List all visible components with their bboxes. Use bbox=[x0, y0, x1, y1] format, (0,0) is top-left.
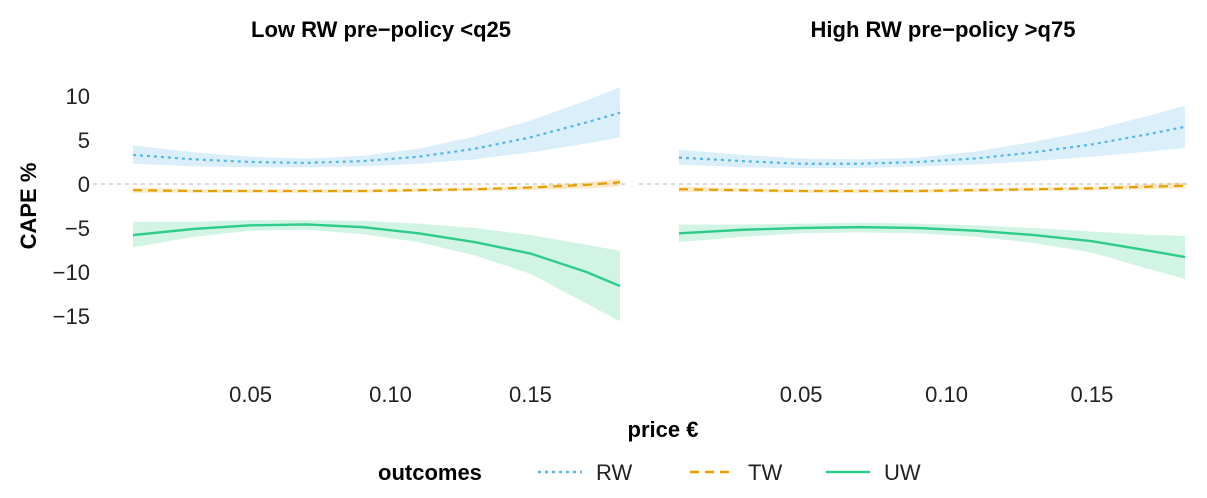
confidence-band-uw bbox=[679, 222, 1185, 280]
x-tick-label: 0.10 bbox=[369, 382, 412, 407]
confidence-band-uw bbox=[133, 220, 620, 322]
legend-label: TW bbox=[748, 460, 782, 485]
y-tick-label: 10 bbox=[66, 84, 90, 109]
panel-title: Low RW pre−policy <q25 bbox=[251, 17, 511, 42]
confidence-band-rw bbox=[679, 105, 1185, 169]
x-tick-label: 0.05 bbox=[229, 382, 272, 407]
x-axis-title: price € bbox=[628, 417, 699, 442]
legend-label: UW bbox=[884, 460, 921, 485]
series-line-rw bbox=[678, 125, 1186, 165]
legend-label: RW bbox=[596, 460, 632, 485]
y-tick-label: −15 bbox=[53, 304, 90, 329]
panel-2: High RW pre−policy >q75 0.05 0.10 0.15 bbox=[639, 17, 1190, 407]
y-tick-label: −10 bbox=[53, 260, 90, 285]
y-axis-title: CAPE % bbox=[16, 163, 41, 250]
legend-title: outcomes bbox=[378, 460, 482, 485]
x-tick-label: 0.10 bbox=[925, 382, 968, 407]
legend-item-uw: UW bbox=[826, 460, 921, 485]
y-tick-label: 5 bbox=[78, 128, 90, 153]
series-line-uw bbox=[132, 223, 621, 288]
legend: outcomes RW TW UW bbox=[378, 460, 921, 485]
series-line-tw bbox=[132, 181, 621, 193]
y-tick-label: −5 bbox=[65, 216, 90, 241]
legend-item-tw: TW bbox=[690, 460, 782, 485]
panel-1: Low RW pre−policy <q25 0.05 0.10 0.15 bbox=[93, 17, 625, 407]
confidence-band-rw bbox=[133, 87, 620, 168]
legend-item-rw: RW bbox=[538, 460, 632, 485]
x-tick-label: 0.05 bbox=[780, 382, 823, 407]
x-tick-label: 0.15 bbox=[509, 382, 552, 407]
series-line-rw bbox=[132, 111, 621, 164]
series-line-tw bbox=[678, 184, 1186, 193]
panel-title: High RW pre−policy >q75 bbox=[811, 17, 1076, 42]
y-tick-label: 0 bbox=[78, 172, 90, 197]
x-tick-label: 0.15 bbox=[1071, 382, 1114, 407]
series-line-uw bbox=[678, 225, 1186, 259]
y-axis: 10 5 0 −5 −10 −15 bbox=[53, 84, 90, 329]
